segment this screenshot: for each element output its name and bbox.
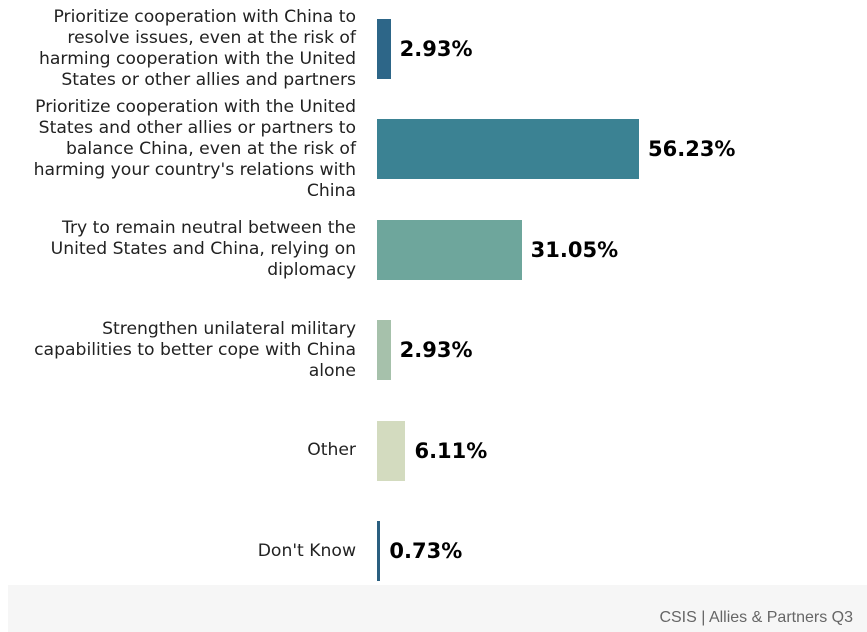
- category-label: Don't Know: [257, 540, 356, 561]
- category-label: Prioritize cooperation with China to res…: [39, 7, 356, 90]
- chart-footer: CSIS | Allies & Partners Q3: [8, 585, 867, 632]
- bar-chart: Prioritize cooperation with China to res…: [33, 7, 736, 581]
- bar: [377, 420, 406, 481]
- bar: [377, 521, 381, 581]
- value-label: 6.11%: [414, 438, 488, 463]
- category-label: Strengthen unilateral military capabilit…: [34, 318, 356, 381]
- bar: [377, 320, 391, 381]
- value-label: 2.93%: [399, 37, 473, 61]
- value-label: 56.23%: [648, 137, 736, 162]
- bar: [377, 219, 522, 280]
- bar: [377, 119, 639, 180]
- source-credit: CSIS | Allies & Partners Q3: [659, 609, 853, 626]
- category-label: Other: [307, 440, 356, 461]
- value-label: 31.05%: [530, 237, 619, 262]
- value-label: 0.73%: [389, 539, 463, 563]
- value-label: 2.93%: [399, 338, 473, 363]
- category-label: Try to remain neutral between the United…: [50, 218, 356, 281]
- bar: [377, 19, 391, 79]
- category-label: Prioritize cooperation with the United S…: [33, 96, 356, 201]
